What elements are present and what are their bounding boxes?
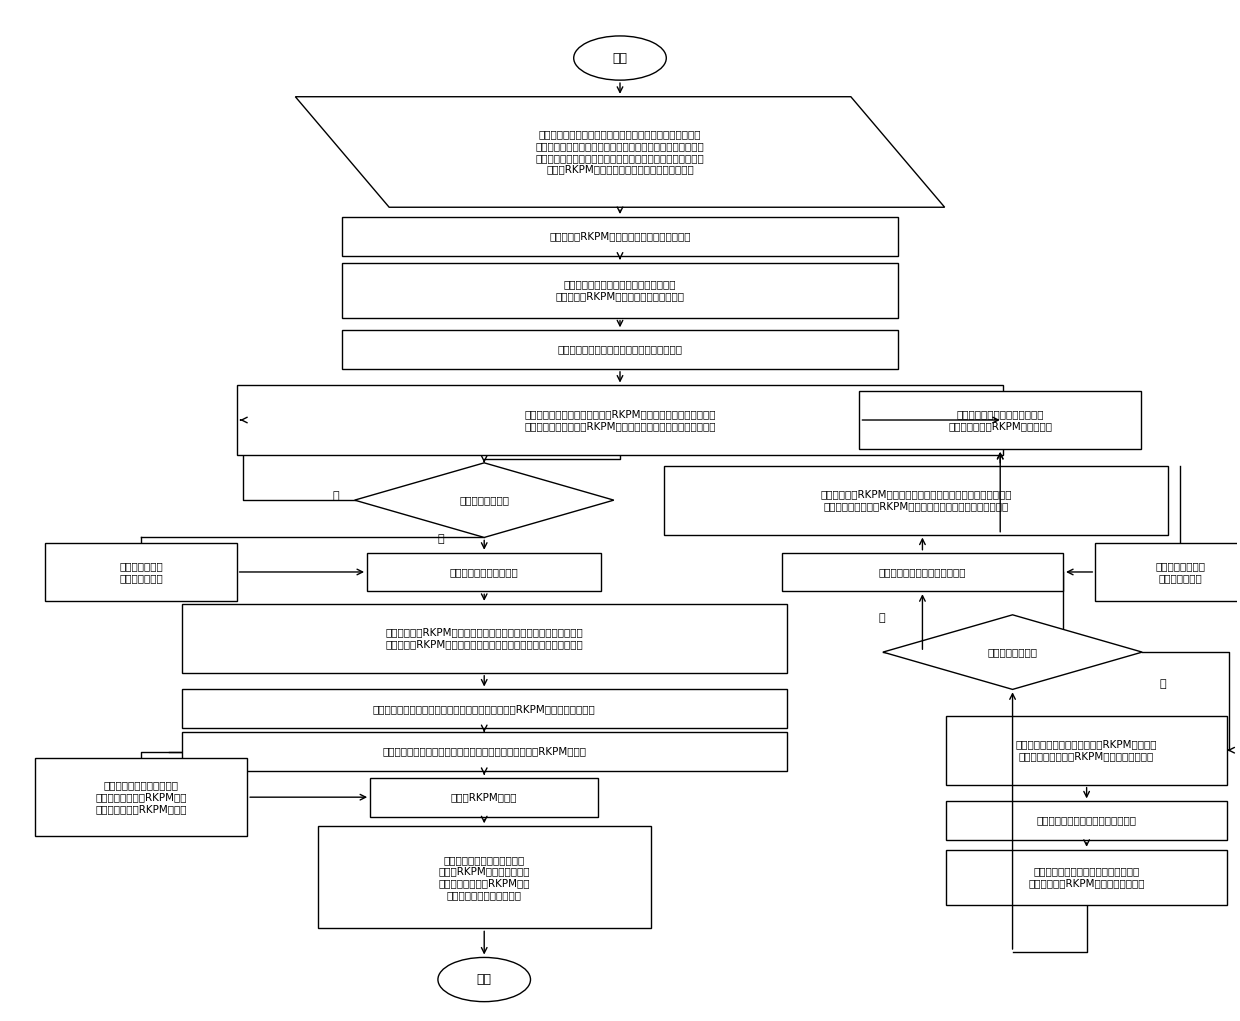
FancyBboxPatch shape bbox=[342, 262, 898, 318]
Text: 建立各向异性材料结构的无网格RKPM热刚度矩
阵并在影响域内完成RKPM热刚度矩阵的组装: 建立各向异性材料结构的无网格RKPM热刚度矩 阵并在影响域内完成RKPM热刚度矩… bbox=[1016, 739, 1157, 761]
Text: 高斯点是否遍历完: 高斯点是否遍历完 bbox=[987, 647, 1038, 658]
Text: 否: 否 bbox=[1159, 679, 1167, 689]
Text: 用各节点影响域内的节点温度参
数值求高斯点的RKPM真实温度值: 用各节点影响域内的节点温度参 数值求高斯点的RKPM真实温度值 bbox=[949, 409, 1053, 431]
Text: 逐个搜索节点影响域内的高
斯点，用高斯点的RKPM应力
值拟合书节点的RKPM应力值: 逐个搜索节点影响域内的高 斯点，用高斯点的RKPM应力 值拟合书节点的RKPM应… bbox=[95, 781, 187, 814]
Polygon shape bbox=[355, 463, 614, 537]
FancyBboxPatch shape bbox=[370, 778, 599, 817]
FancyBboxPatch shape bbox=[946, 801, 1228, 840]
Text: 用各节点影响域内的节点热变形位移参数值求节点的RKPM真实热变形位移值: 用各节点影响域内的节点热变形位移参数值求节点的RKPM真实热变形位移值 bbox=[373, 703, 595, 714]
FancyBboxPatch shape bbox=[342, 216, 898, 255]
FancyBboxPatch shape bbox=[182, 732, 786, 771]
Text: 否: 否 bbox=[332, 491, 340, 501]
Text: 组建系统总的RKPM热刚度矩阵和温度载荷列向量，建立各向异性
材料结构传热无网格RKPM离散控制方程并求解节点温度参数值: 组建系统总的RKPM热刚度矩阵和温度载荷列向量，建立各向异性 材料结构传热无网格… bbox=[821, 489, 1012, 510]
FancyBboxPatch shape bbox=[182, 689, 786, 728]
FancyBboxPatch shape bbox=[1095, 543, 1240, 601]
Text: 节点的RKPM应力值: 节点的RKPM应力值 bbox=[451, 792, 517, 803]
Text: 罚函数法处理位
移本质边界条件: 罚函数法处理位 移本质边界条件 bbox=[119, 562, 162, 583]
Text: 找出高斯点影响域内的节点，并利用可
视性准则处理RKPM温度场的非连续性: 找出高斯点影响域内的节点，并利用可 视性准则处理RKPM温度场的非连续性 bbox=[1028, 867, 1145, 888]
Text: 计算温度重构核近似形函数及其导数: 计算温度重构核近似形函数及其导数 bbox=[1037, 816, 1137, 826]
FancyBboxPatch shape bbox=[182, 603, 786, 673]
Ellipse shape bbox=[574, 36, 666, 80]
Text: 逐个施加其他类型传热边界条件: 逐个施加其他类型传热边界条件 bbox=[879, 567, 966, 577]
FancyBboxPatch shape bbox=[367, 552, 601, 591]
FancyBboxPatch shape bbox=[665, 466, 1168, 535]
Text: 用各高斯点影响域内的节点热变形位移参数值求高斯点的RKPM应力值: 用各高斯点影响域内的节点热变形位移参数值求高斯点的RKPM应力值 bbox=[382, 746, 587, 757]
Text: 找出高斯点影响域内的节点，并利用可视
性准则处理RKPM热变形位移场的非连续性: 找出高斯点影响域内的节点，并利用可视 性准则处理RKPM热变形位移场的非连续性 bbox=[556, 280, 684, 301]
Text: 建立各向异性材料结构的无网格RKPM力刚度矩阵和温差载荷列向
量，并在影响域内完成RKPM力刚度矩阵和温差载荷列向量的组装: 建立各向异性材料结构的无网格RKPM力刚度矩阵和温差载荷列向 量，并在影响域内完… bbox=[525, 409, 715, 431]
Text: 输入各向异性材料属性（主导热系数、主弹性模量、主泊松
比、剪切模量、主热膨胀系数、热导率正交各向异性因子、热
膨胀正交各向异性因子、主次泊松比因子、材料方向角等: 输入各向异性材料属性（主导热系数、主弹性模量、主泊松 比、剪切模量、主热膨胀系数… bbox=[536, 130, 704, 175]
Text: 施加力边界条件和力载荷: 施加力边界条件和力载荷 bbox=[450, 567, 518, 577]
Text: 高斯点是否遍历完: 高斯点是否遍历完 bbox=[459, 495, 510, 505]
FancyBboxPatch shape bbox=[46, 543, 237, 601]
Ellipse shape bbox=[438, 958, 531, 1002]
FancyBboxPatch shape bbox=[317, 826, 651, 928]
Text: 是: 是 bbox=[878, 613, 885, 623]
Text: 开始: 开始 bbox=[613, 51, 627, 64]
FancyBboxPatch shape bbox=[237, 386, 1003, 454]
FancyBboxPatch shape bbox=[946, 716, 1228, 785]
Text: 罚函数法处理第一
类传热边界条件: 罚函数法处理第一 类传热边界条件 bbox=[1156, 562, 1205, 583]
Text: 组建系统总的RKPM力刚度矩阵和力载荷列向量，建立各向异性材料
结构无网格RKPM热应力离散控制方程并求解节点热变形位移参数值: 组建系统总的RKPM力刚度矩阵和力载荷列向量，建立各向异性材料 结构无网格RKP… bbox=[386, 628, 583, 649]
FancyBboxPatch shape bbox=[859, 391, 1141, 449]
FancyBboxPatch shape bbox=[342, 330, 898, 369]
Text: 是: 是 bbox=[438, 534, 444, 544]
Text: 生成无网格RKPM积分背景网格并求高斯点信息: 生成无网格RKPM积分背景网格并求高斯点信息 bbox=[549, 232, 691, 241]
FancyBboxPatch shape bbox=[781, 552, 1063, 591]
Text: 计算热变形位移的重构核近似形函数及其导数: 计算热变形位移的重构核近似形函数及其导数 bbox=[558, 344, 682, 354]
Text: 对计算结果进行后处理，包括
无网格RKPM计算结果输出和
云图，以及无网格RKPM结果
和有限元解、参考解的对比: 对计算结果进行后处理，包括 无网格RKPM计算结果输出和 云图，以及无网格RKP… bbox=[439, 855, 529, 900]
FancyBboxPatch shape bbox=[35, 759, 247, 836]
Polygon shape bbox=[295, 97, 945, 207]
Polygon shape bbox=[883, 615, 1142, 689]
Text: 结束: 结束 bbox=[476, 973, 492, 986]
FancyBboxPatch shape bbox=[946, 849, 1228, 905]
